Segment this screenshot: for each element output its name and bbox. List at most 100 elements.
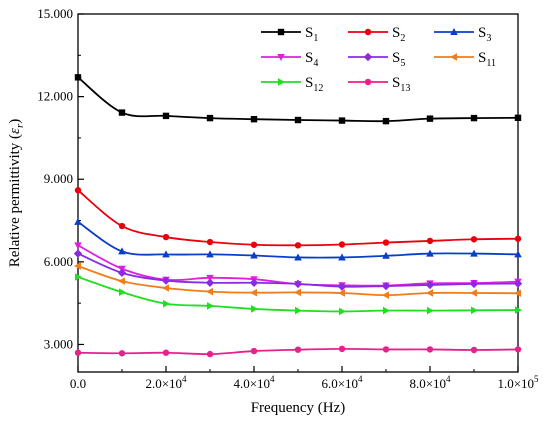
data-point (338, 241, 346, 248)
data-point (382, 291, 389, 299)
data-point (470, 249, 478, 257)
data-point (426, 115, 434, 122)
data-point (425, 280, 435, 290)
plot-frame (77, 13, 519, 373)
x-axis-label: Frequency (Hz) (251, 400, 346, 416)
data-point (73, 249, 83, 258)
x-tick-label-5: 1.0×105 (497, 374, 539, 391)
legend-marker (364, 78, 372, 86)
data-point (251, 305, 258, 313)
x-tick-label-2: 4.0×104 (233, 374, 275, 391)
legend-entry-s3: S3 (434, 25, 491, 44)
x-tick-label-1: 2.0×104 (145, 374, 187, 391)
data-point (250, 251, 258, 259)
series-line (77, 244, 519, 287)
legend-label: S12 (305, 75, 323, 94)
legend-entry-s13: S13 (348, 75, 410, 94)
legend-entry-s12: S12 (261, 75, 323, 94)
data-point (119, 288, 126, 296)
data-point (513, 279, 523, 288)
legend-entry-s5: S5 (348, 50, 405, 69)
series-line (77, 189, 519, 247)
data-point (294, 116, 302, 124)
data-point (294, 346, 302, 353)
data-point (383, 306, 390, 315)
legend-label: S5 (392, 50, 405, 69)
data-point (426, 346, 434, 353)
data-point (117, 268, 127, 278)
data-point (206, 238, 214, 246)
legend-marker (364, 28, 372, 36)
data-point (514, 114, 522, 122)
data-point (382, 346, 390, 353)
legend-label: S1 (305, 25, 318, 44)
data-point (206, 274, 214, 282)
data-point (338, 289, 345, 297)
data-point (382, 251, 390, 259)
data-point (426, 289, 433, 297)
data-point (74, 187, 82, 194)
data-point (338, 253, 346, 261)
series-line (77, 76, 519, 123)
data-point (249, 278, 259, 287)
data-point (514, 289, 521, 298)
data-point (162, 250, 170, 258)
data-point (118, 222, 126, 230)
legend-marker (450, 53, 457, 61)
series-s12 (75, 273, 522, 316)
data-point (426, 237, 434, 245)
data-point (338, 345, 346, 353)
data-point (118, 277, 125, 285)
data-point (206, 114, 214, 122)
data-point (206, 350, 214, 358)
legend-entry-s11: S11 (434, 50, 496, 69)
legend: S1 S2 S3 S4 S5 S11 S12 S13 (261, 25, 496, 94)
ticks-group: 0.0 2.0×104 4.0×104 6.0×104 8.0×104 1.0×105 3.… (37, 6, 539, 391)
data-point (294, 253, 302, 261)
y-tick-label-2: 9.000 (44, 171, 73, 186)
legend-entry-s1: S1 (261, 25, 318, 44)
data-point (206, 250, 214, 258)
data-point (75, 273, 82, 281)
data-point (74, 217, 82, 225)
data-point (74, 349, 82, 356)
y-tick-label-0: 3.000 (44, 336, 73, 351)
data-point (470, 114, 478, 122)
data-point (250, 241, 258, 248)
x-tick-label-4: 8.0×104 (409, 374, 451, 391)
data-point (381, 281, 391, 291)
data-point (514, 250, 522, 258)
data-point (338, 117, 346, 124)
legend-label: S13 (392, 75, 410, 94)
data-point (470, 346, 478, 354)
legend-label: S3 (478, 25, 491, 44)
data-point (74, 262, 81, 270)
y-tick-label-1: 6.000 (44, 254, 73, 269)
legend-marker (278, 78, 285, 86)
legend-marker (277, 28, 285, 36)
data-point (118, 109, 126, 116)
series-s11 (74, 262, 521, 299)
series-s3 (74, 217, 522, 261)
data-point (382, 239, 390, 246)
data-point (74, 74, 82, 81)
y-axis-label: Relative permittivity (εr) (7, 119, 26, 268)
data-point (206, 287, 213, 296)
data-point (337, 282, 347, 291)
legend-entry-s2: S2 (348, 25, 405, 44)
series-s1 (74, 74, 522, 125)
data-point (162, 284, 169, 292)
data-point (470, 236, 478, 243)
data-point (205, 278, 215, 287)
data-point (250, 347, 258, 355)
legend-entry-s4: S4 (261, 50, 318, 69)
series-s5 (73, 249, 523, 291)
data-point (118, 247, 126, 255)
data-point (118, 350, 126, 357)
x-tick-label-3: 6.0×104 (321, 374, 363, 391)
x-tick-label-0: 0.0 (70, 376, 86, 391)
data-point (162, 233, 170, 241)
data-point (294, 288, 301, 297)
legend-label: S11 (478, 50, 496, 69)
